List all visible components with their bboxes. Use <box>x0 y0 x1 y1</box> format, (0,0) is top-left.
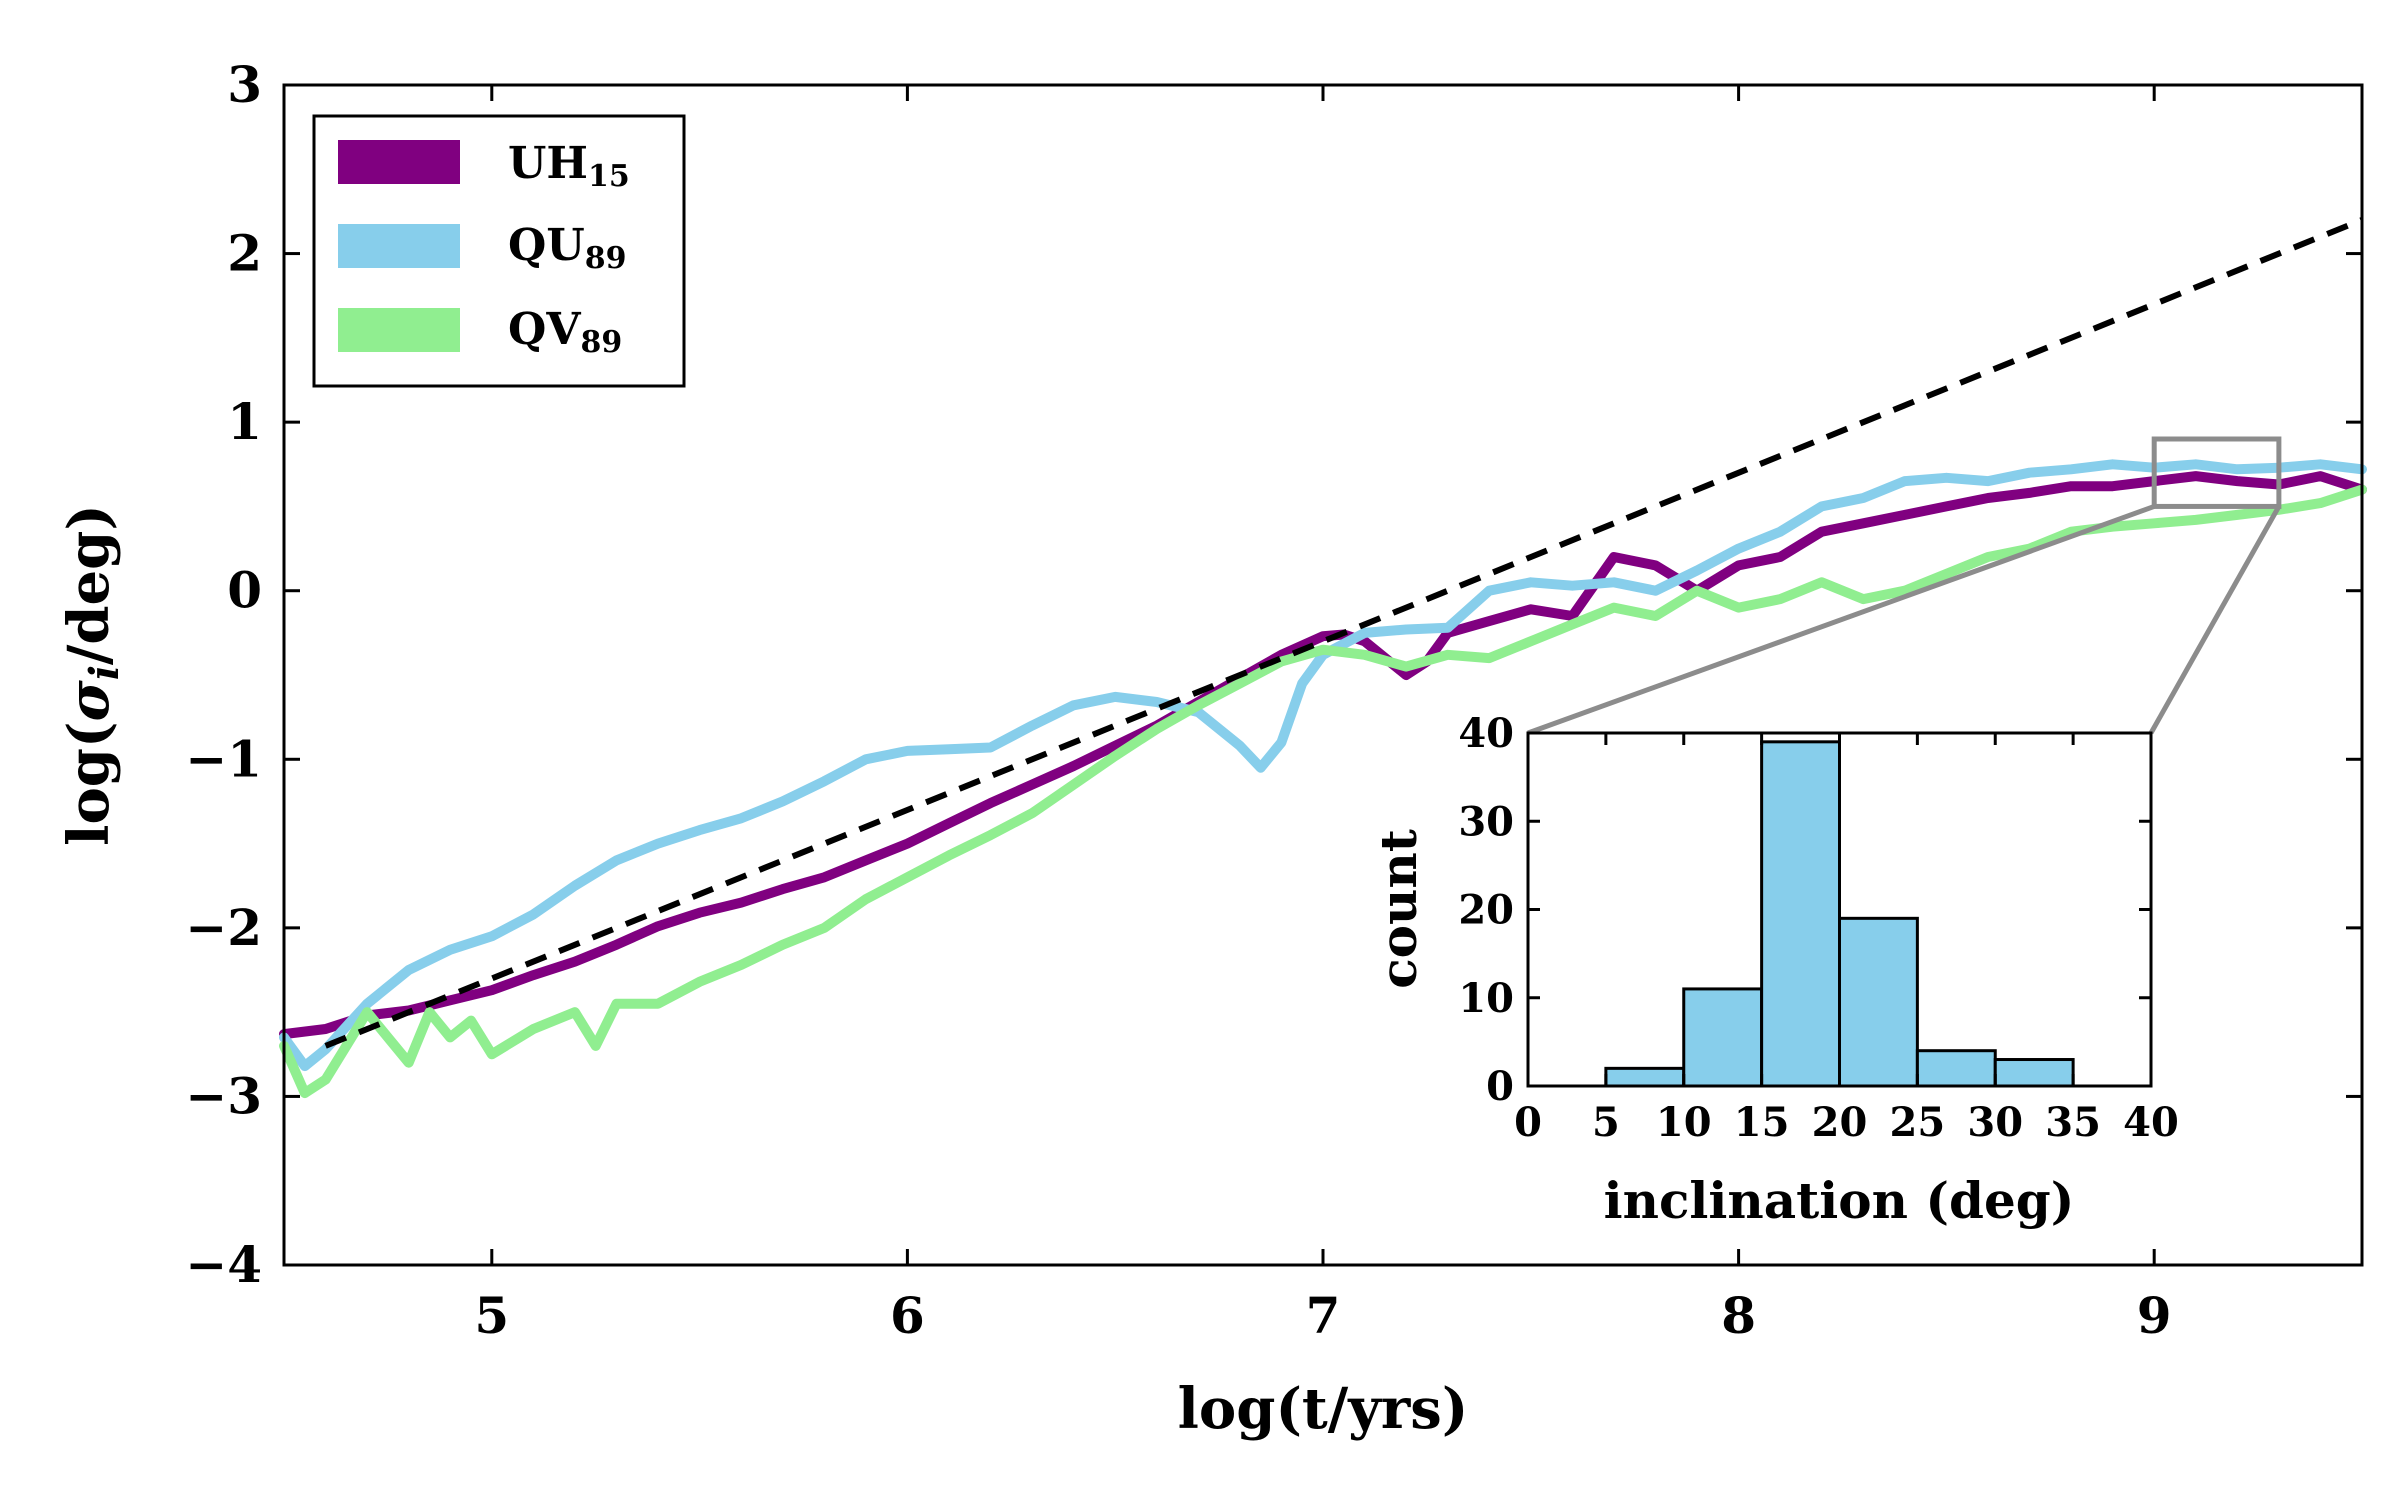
inset-x-tick-label: 30 <box>1967 1099 2023 1146</box>
inset-x-tick-label: 20 <box>1812 1099 1868 1146</box>
x-tick-label: 6 <box>890 1286 925 1345</box>
inset-y-tick-label: 20 <box>1458 887 1514 934</box>
inset-y-tick-label: 30 <box>1458 798 1514 845</box>
inset-x-tick-label: 15 <box>1734 1099 1790 1146</box>
legend-uh15-sub: 15 <box>588 159 630 194</box>
x-tick-label: 7 <box>1306 1286 1341 1345</box>
inset-x-tick-label: 25 <box>1890 1099 1946 1146</box>
inset-x-tick-label: 0 <box>1514 1099 1542 1146</box>
y-tick-label: −1 <box>185 729 262 788</box>
y-axis-label: log(σi/deg) <box>56 504 128 846</box>
inset-y-tick-label: 0 <box>1486 1063 1514 1110</box>
inset-x-tick-label: 5 <box>1592 1099 1620 1146</box>
y-axis-label-suffix: /deg) <box>56 504 122 665</box>
legend-qv89-name: QV <box>508 304 581 355</box>
series-line-qv89 <box>279 484 2367 1099</box>
legend-swatch-qv89 <box>338 308 460 352</box>
y-axis-label-subscript: i <box>81 665 128 680</box>
inset-x-tick-label: 35 <box>2045 1099 2101 1146</box>
inset-x-tick-label: 40 <box>2123 1099 2179 1146</box>
y-tick-label: −4 <box>185 1235 262 1294</box>
legend-qv89-sub: 89 <box>580 325 622 360</box>
x-tick-label: 5 <box>474 1286 509 1345</box>
legend-swatch-qu89 <box>338 224 460 268</box>
legend: UH15 QU89 QV89 <box>312 114 686 388</box>
inset-histogram: 0 5 10 15 20 25 30 35 40 0 10 20 30 40 inclination (d… <box>1369 710 2179 1230</box>
inset-y-axis-label: count <box>1369 829 1428 989</box>
histogram-bar <box>1760 740 1841 1088</box>
x-tick-label: 8 <box>1721 1286 1756 1345</box>
histogram-bar <box>1993 1058 2075 1088</box>
histogram-bar <box>1682 987 1764 1088</box>
zoom-connector-left <box>1527 504 2156 736</box>
y-tick-label: 0 <box>227 561 262 620</box>
zoom-connector-right <box>2148 505 2282 735</box>
inset-y-tick-label: 40 <box>1458 710 1514 757</box>
x-axis-label: log(t/yrs) <box>1178 1376 1469 1442</box>
zoom-box <box>2151 436 2282 509</box>
legend-swatch-uh15 <box>338 140 460 184</box>
y-tick-label: −3 <box>185 1066 262 1125</box>
series-line-qu89 <box>279 459 2367 1072</box>
histogram-bar <box>1604 1066 1686 1088</box>
y-tick-label: 1 <box>227 392 262 451</box>
y-tick-label: 3 <box>227 55 262 114</box>
y-tick-label: −2 <box>185 898 262 957</box>
y-axis-label-prefix: log( <box>56 722 122 846</box>
series-line-fit <box>324 217 2364 1049</box>
x-tick-label: 9 <box>2137 1286 2172 1345</box>
zoom-indicator <box>1527 436 2282 736</box>
legend-label-uh15: UH15 <box>508 138 630 194</box>
main-series-layer <box>279 217 2367 1099</box>
inset-y-tick-label: 10 <box>1458 975 1514 1022</box>
y-tick-label: 2 <box>227 224 262 283</box>
y-axis-label-symbol: σ <box>56 680 122 722</box>
legend-label-qv89: QV89 <box>508 304 622 360</box>
legend-qu89-sub: 89 <box>585 241 627 276</box>
legend-uh15-name: UH <box>508 138 588 189</box>
legend-qu89-name: QU <box>508 220 585 271</box>
inset-x-axis-label: inclination (deg) <box>1604 1171 2075 1230</box>
inset-ticks: 0 5 10 15 20 25 30 35 40 0 10 20 30 40 <box>1458 710 2179 1146</box>
histogram-bar <box>1915 1049 1997 1088</box>
inset-x-tick-label: 10 <box>1656 1099 1712 1146</box>
legend-label-qu89: QU89 <box>508 220 626 276</box>
histogram-bar <box>1838 916 1919 1088</box>
